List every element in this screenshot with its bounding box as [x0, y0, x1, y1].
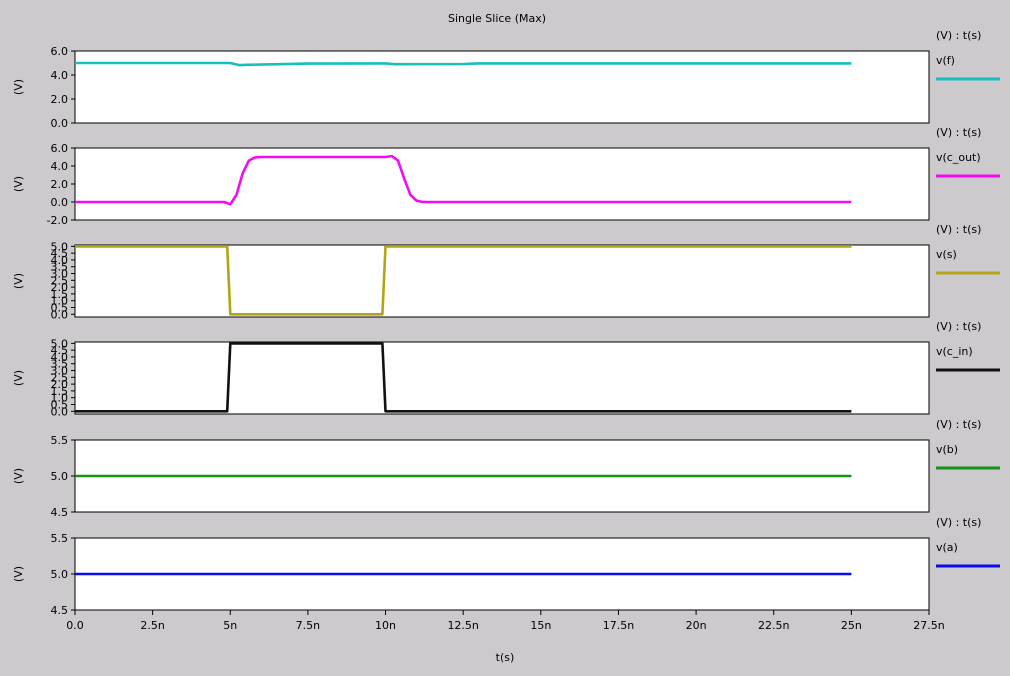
y-tick-label: 1.5: [51, 288, 69, 301]
x-tick-label: 12.5n: [447, 619, 478, 632]
plot-area: [74, 341, 930, 415]
y-tick-label: 1.0: [51, 392, 69, 405]
y-tick-label: 4.5: [51, 247, 69, 260]
panel-3: 0.00.51.01.52.02.53.03.54.04.55.0 (V) (V) …: [12, 320, 1000, 418]
y-tick-label: 4.0: [51, 69, 69, 82]
chart-title: Single Slice (Max): [448, 12, 546, 25]
panel-0: 0.0 2.0 4.0 6.0 (V) (V) : t(s) v(f): [12, 29, 1000, 130]
y-tick-label: 5.5: [51, 434, 69, 447]
y-axis-label: (V): [12, 176, 25, 192]
panel-header: (V) : t(s): [936, 516, 981, 529]
x-tick-label: 7.5n: [296, 619, 320, 632]
panel-header: (V) : t(s): [936, 126, 981, 139]
y-tick-label: 0.5: [51, 301, 69, 314]
series-line-v(s): [75, 245, 852, 316]
panel-header: (V) : t(s): [936, 418, 981, 431]
y-axis-label: (V): [12, 79, 25, 95]
y-tick-label: 3.0: [51, 365, 69, 378]
legend-label: v(b): [936, 443, 958, 456]
y-tick-label: 2.5: [51, 274, 69, 287]
series-line-v(c_in): [75, 342, 852, 413]
plot-area: [74, 147, 930, 221]
y-tick-label: 5.0: [51, 470, 69, 483]
panel-2: 0.00.51.01.52.02.53.03.54.04.55.0 (V) (V) …: [12, 223, 1000, 321]
y-tick-label: 1.5: [51, 385, 69, 398]
y-tick-label: 2.0: [51, 178, 69, 191]
y-tick-label: 0.0: [51, 196, 69, 209]
panel-header: (V) : t(s): [936, 29, 981, 42]
series-line-v(c_out): [75, 154, 852, 206]
y-tick-label: 2.0: [51, 281, 69, 294]
panels: 0.0 2.0 4.0 6.0 (V) (V) : t(s) v(f) -2.0 0.0 2.0 4…: [12, 29, 1000, 617]
y-tick-label: 5.0: [51, 240, 69, 253]
y-tick-label: 2.5: [51, 371, 69, 384]
x-tick-label: 15n: [530, 619, 551, 632]
panel-header: (V) : t(s): [936, 320, 981, 333]
y-tick-label: 1.0: [51, 295, 69, 308]
y-tick-label: 2.0: [51, 378, 69, 391]
x-tick-label: 27.5n: [913, 619, 944, 632]
x-tick-label: 25n: [841, 619, 862, 632]
y-tick-label: 3.5: [51, 261, 69, 274]
x-tick-label: 20n: [686, 619, 707, 632]
x-tick-label: 17.5n: [603, 619, 634, 632]
x-tick-label: 22.5n: [758, 619, 789, 632]
y-axis-label: (V): [12, 468, 25, 484]
y-tick-label: 4.5: [51, 604, 69, 617]
y-axis-label: (V): [12, 370, 25, 386]
y-axis-label: (V): [12, 566, 25, 582]
y-tick-label: 5.0: [51, 568, 69, 581]
y-tick-label: 6.0: [51, 142, 69, 155]
y-tick-label: 4.0: [51, 160, 69, 173]
x-tick-label: 2.5n: [140, 619, 164, 632]
y-tick-label: 4.0: [51, 351, 69, 364]
y-tick-label: 5.0: [51, 337, 69, 350]
x-axis: 0.0 2.5n 5n 7.5n 10n 12.5n 15n 17.5n 20n 22.5n 25n…: [66, 610, 945, 632]
x-tick-label: 5n: [223, 619, 237, 632]
y-tick-label: -2.0: [47, 214, 68, 227]
y-tick-label: 0.5: [51, 398, 69, 411]
x-axis-label: t(s): [496, 651, 515, 664]
legend-label: v(a): [936, 541, 958, 554]
panel-5: 4.5 5.0 5.5 (V) (V) : t(s) v(a): [12, 516, 1000, 617]
y-tick-label: 4.5: [51, 506, 69, 519]
plot-area: [74, 244, 930, 318]
y-tick-label: 6.0: [51, 45, 69, 58]
legend-label: v(c_in): [936, 345, 973, 358]
y-tick-label: 3.5: [51, 358, 69, 371]
y-tick-label: 4.0: [51, 254, 69, 267]
series-line-v(f): [75, 61, 852, 67]
legend-label: v(f): [936, 54, 955, 67]
panel-4: 4.5 5.0 5.5 (V) (V) : t(s) v(b): [12, 418, 1000, 519]
legend-label: v(s): [936, 248, 957, 261]
panel-1: -2.0 0.0 2.0 4.0 6.0 (V) (V) : t(s) v(c_out): [12, 126, 1000, 227]
x-tick-label: 0.0: [66, 619, 84, 632]
y-axis-label: (V): [12, 273, 25, 289]
y-tick-label: 0.0: [51, 117, 69, 130]
y-tick-label: 5.5: [51, 532, 69, 545]
y-tick-label: 0.0: [51, 405, 69, 418]
y-tick-label: 0.0: [51, 308, 69, 321]
y-tick-label: 4.5: [51, 344, 69, 357]
panel-header: (V) : t(s): [936, 223, 981, 236]
x-tick-label: 10n: [375, 619, 396, 632]
y-tick-label: 2.0: [51, 93, 69, 106]
legend-label: v(c_out): [936, 151, 981, 164]
y-tick-label: 3.0: [51, 268, 69, 281]
